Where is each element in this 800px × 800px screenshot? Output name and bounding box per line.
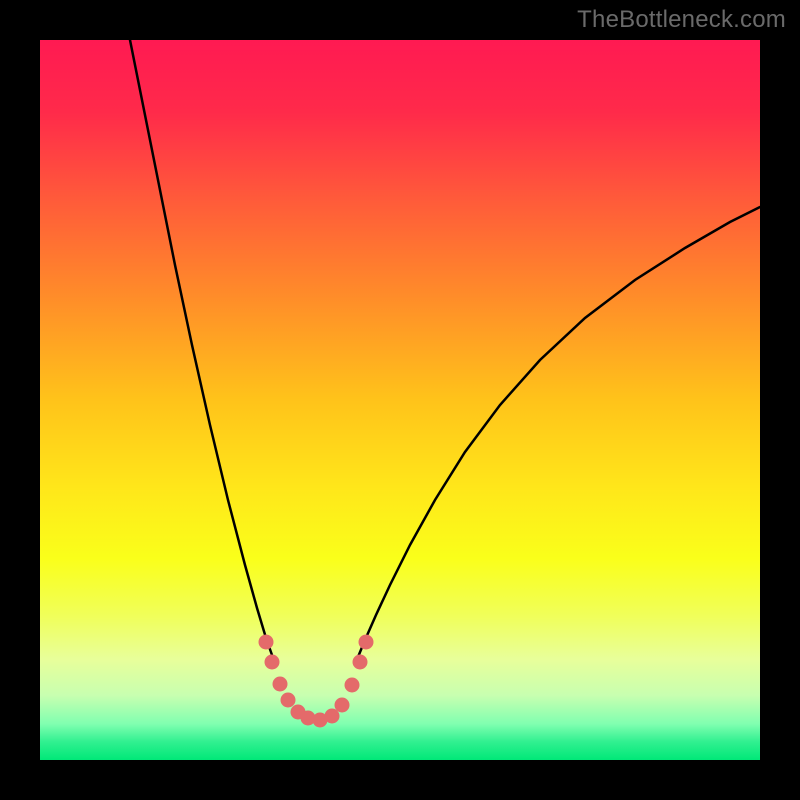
valley-dot (273, 677, 288, 692)
valley-dot (359, 635, 374, 650)
plot-area (40, 40, 760, 760)
valley-dots (259, 635, 374, 728)
valley-dot (259, 635, 274, 650)
valley-dot (335, 698, 350, 713)
curve-layer (40, 40, 760, 760)
valley-dot (281, 693, 296, 708)
curve-right (358, 207, 760, 657)
valley-dot (265, 655, 280, 670)
valley-dot (345, 678, 360, 693)
watermark-text: TheBottleneck.com (577, 6, 786, 34)
valley-dot (353, 655, 368, 670)
curve-left (128, 30, 272, 655)
